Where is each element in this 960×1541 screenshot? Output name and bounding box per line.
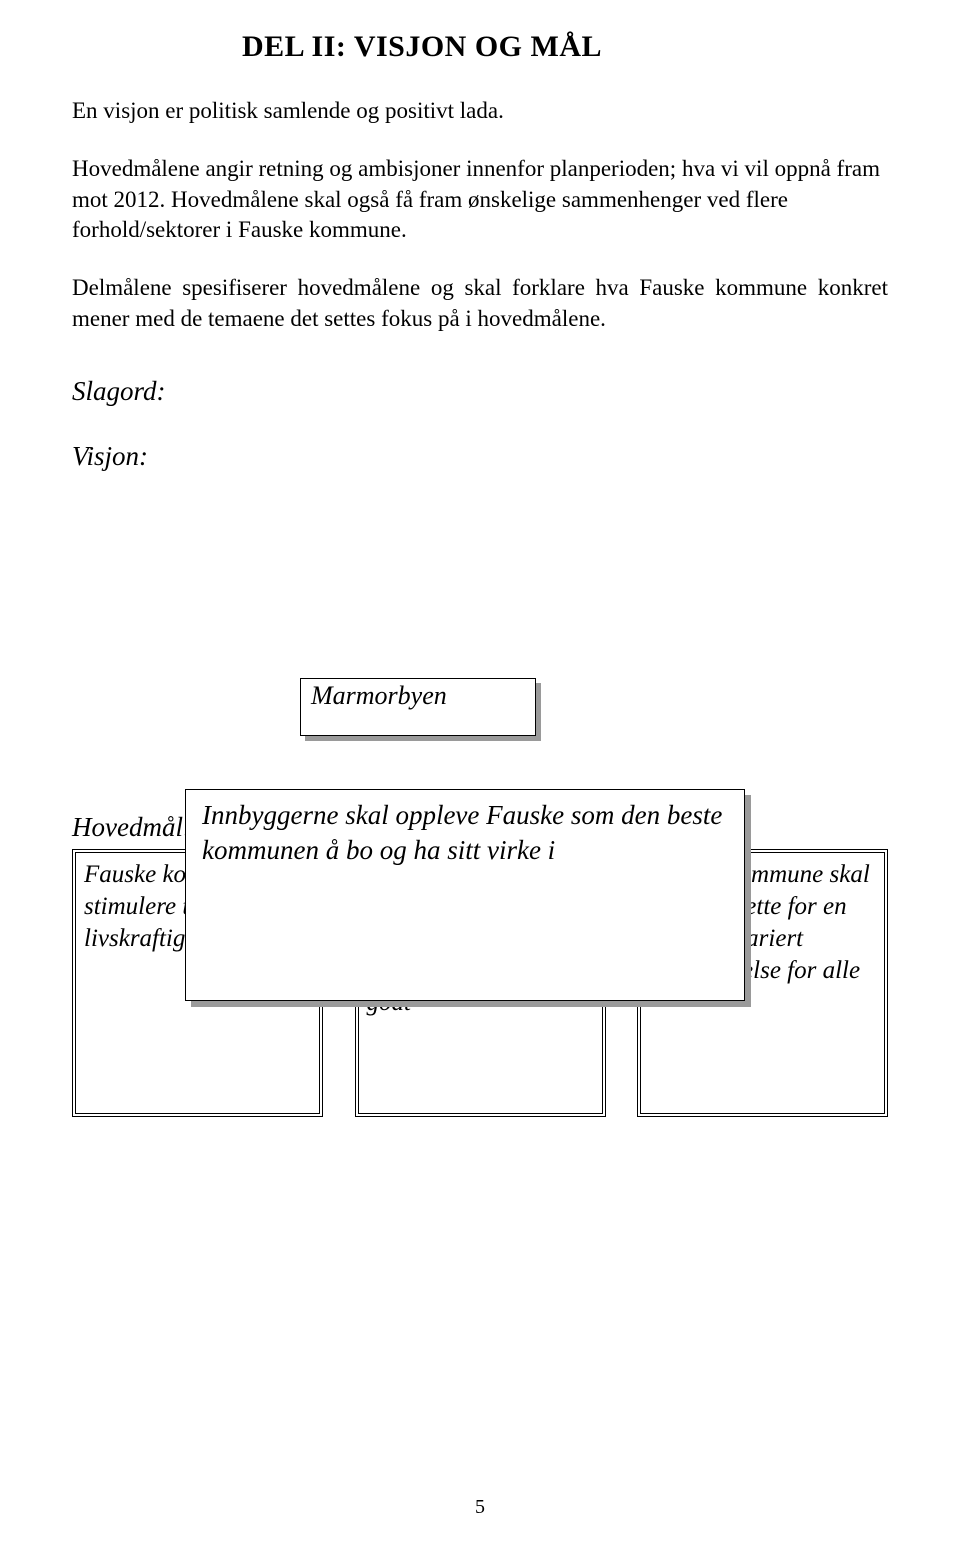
slagord-label: Slagord: [72,376,888,407]
document-page: DEL II: VISJON OG MÅL En visjon er polit… [0,0,960,1541]
slagord-text-line1: Marmorbyen [311,681,447,710]
page-title: DEL II: VISJON OG MÅL [242,30,888,64]
paragraph-3: Delmålene spesifiserer hovedmålene og sk… [72,273,888,334]
visjon-label: Visjon: [72,441,888,472]
visjon-box-container: Innbyggerne skal oppleve Fauske som den … [185,789,745,1001]
slagord-box-container: Marmorbyen [300,678,536,736]
paragraph-1: En visjon er politisk samlende og positi… [72,96,888,126]
visjon-text: Innbyggerne skal oppleve Fauske som den … [202,800,722,865]
paragraph-2: Hovedmålene angir retning og ambisjoner … [72,154,888,245]
slagord-box: Marmorbyen [300,678,536,736]
visjon-box: Innbyggerne skal oppleve Fauske som den … [185,789,745,1001]
page-number: 5 [0,1496,960,1519]
